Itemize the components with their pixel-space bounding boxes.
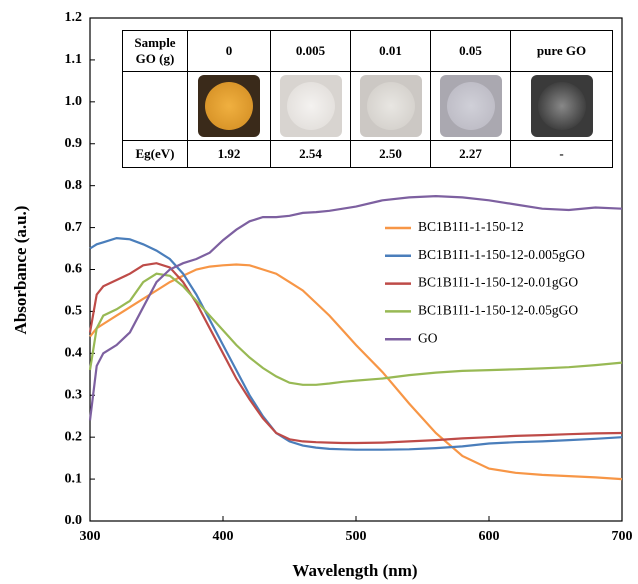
y-tick-label: 0.6 <box>65 262 83 277</box>
y-tick-label: 0.4 <box>65 346 83 361</box>
legend-label: GO <box>418 330 438 345</box>
series-line <box>90 274 622 385</box>
table-header: 0 <box>188 31 271 72</box>
y-tick-label: 0.2 <box>65 429 83 444</box>
y-tick-label: 0.9 <box>65 136 83 151</box>
y-tick-label: 0.0 <box>65 513 83 528</box>
x-tick-label: 500 <box>346 529 367 544</box>
y-tick-label: 0.3 <box>65 387 83 402</box>
y-tick-label: 1.1 <box>65 52 83 67</box>
series-line <box>90 265 622 480</box>
y-axis-title: Absorbance (a.u.) <box>11 206 30 335</box>
y-tick-label: 0.5 <box>65 304 83 319</box>
photo-cell <box>188 72 271 141</box>
y-tick-label: 1.0 <box>65 94 83 109</box>
table-header: 0.005 <box>271 31 351 72</box>
photo-cell <box>271 72 351 141</box>
x-tick-label: 700 <box>612 529 633 544</box>
y-tick-label: 0.8 <box>65 178 83 193</box>
photo-cell <box>351 72 431 141</box>
inset-table: Sample GO (g) 0 0.005 0.01 0.05 pure GO … <box>122 30 613 168</box>
legend-label: BC1B1I1-1-150-12 <box>418 219 524 234</box>
table-cell: - <box>511 141 613 168</box>
legend-label: BC1B1I1-1-150-12-0.01gGO <box>418 275 578 290</box>
photo-cell <box>511 72 613 141</box>
y-tick-label: 0.7 <box>65 220 83 235</box>
table-cell: 2.50 <box>351 141 431 168</box>
x-tick-label: 600 <box>479 529 500 544</box>
table-cell: 1.92 <box>188 141 271 168</box>
table-header: 0.01 <box>351 31 431 72</box>
table-cell: 2.54 <box>271 141 351 168</box>
legend-label: BC1B1I1-1-150-12-0.05gGO <box>418 302 578 317</box>
photo-cell <box>431 72 511 141</box>
x-axis-title: Wavelength (nm) <box>292 561 417 580</box>
page: Wavelength (nm) Absorbance (a.u.) 0.0 0.1… <box>0 0 638 584</box>
table-header: Sample GO (g) <box>123 31 188 72</box>
table-header: 0.05 <box>431 31 511 72</box>
y-tick-label: 1.2 <box>65 10 83 25</box>
legend-label: BC1B1I1-1-150-12-0.005gGO <box>418 247 585 262</box>
table-cell: Eg(eV) <box>123 141 188 168</box>
y-tick-label: 0.1 <box>65 471 83 486</box>
series-line <box>90 263 622 443</box>
x-tick-label: 300 <box>80 529 101 544</box>
table-cell: 2.27 <box>431 141 511 168</box>
table-header: pure GO <box>511 31 613 72</box>
empty-cell <box>123 72 188 141</box>
x-tick-label: 400 <box>213 529 234 544</box>
